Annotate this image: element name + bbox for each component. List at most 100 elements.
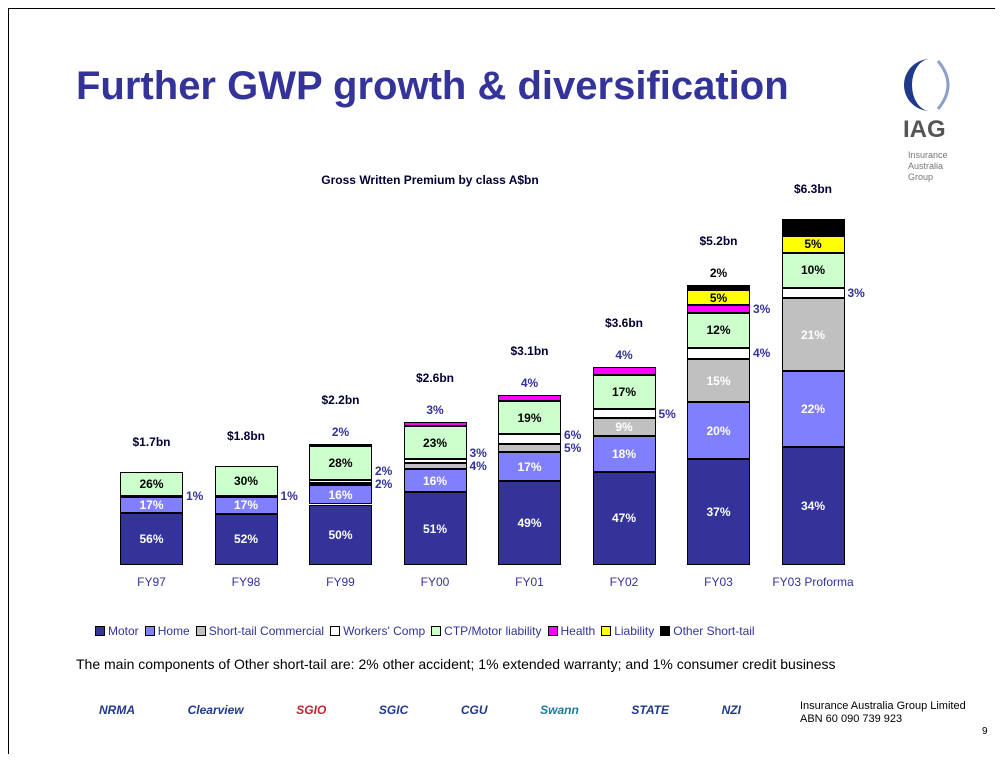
bar-segment	[687, 313, 750, 348]
data-label: 3%	[469, 446, 487, 461]
data-label: 20%	[706, 423, 731, 438]
brand-logo: Clearview	[187, 703, 244, 717]
bar-segment	[687, 359, 750, 402]
data-label: 21%	[800, 327, 826, 342]
total-label: $3.1bn	[510, 343, 549, 358]
bar-segment	[781, 298, 845, 371]
total-label: $2.2bn	[321, 393, 360, 407]
bar-segment	[309, 504, 372, 565]
data-label: 17%	[611, 384, 637, 399]
data-label: 16%	[328, 487, 353, 502]
bar-segment	[214, 513, 278, 565]
legend-label: Short-tail Commercial	[208, 624, 325, 638]
legend-label: Workers' Comp	[343, 624, 426, 638]
total-label: $1.8bn	[226, 429, 266, 443]
frame	[8, 8, 995, 754]
data-label: 9%	[615, 420, 633, 435]
bar-segment	[120, 495, 183, 498]
bar-segment	[120, 471, 183, 496]
legend-item: Short-tail Commercial	[195, 624, 325, 638]
legend-swatch	[95, 626, 105, 636]
logo-mark	[904, 59, 950, 111]
data-label: 3%	[847, 285, 865, 300]
bar-segment	[592, 471, 656, 565]
data-label: 18%	[611, 447, 637, 462]
company-abn: ABN 60 090 739 923	[800, 713, 903, 725]
data-label: 51%	[422, 521, 448, 536]
legend-swatch	[431, 626, 442, 636]
bar-segment	[498, 443, 561, 453]
data-label: 15%	[706, 373, 731, 388]
x-tick-label: FY02	[609, 575, 639, 589]
data-label: 23%	[422, 435, 448, 450]
bar-segment	[781, 287, 845, 299]
legend-item: Home	[144, 624, 190, 638]
bar-segment	[592, 374, 656, 409]
data-label: 3%	[753, 302, 771, 317]
bar-segment	[309, 444, 372, 447]
legend-swatch	[601, 626, 612, 636]
brand-logo: SGIC	[378, 703, 409, 717]
bar-segment	[309, 482, 372, 486]
data-label: 5%	[658, 406, 676, 421]
bar-segment	[498, 401, 561, 434]
data-label: 5%	[804, 237, 822, 252]
bar-segment	[592, 408, 656, 419]
bar-segment	[214, 466, 278, 496]
total-label: $6.3bn	[793, 181, 833, 196]
brand-strip: NRMA Clearview SGIO SGIC CGU Swann STATE NZI	[95, 700, 745, 720]
legend-label: Health	[560, 624, 596, 638]
data-label: 37%	[706, 505, 731, 520]
legend-label: Other Short-tail	[673, 624, 755, 638]
data-label: 12%	[706, 323, 731, 338]
data-label: 52%	[233, 532, 259, 547]
bar-segment	[781, 370, 845, 448]
legend-item: Motor	[95, 624, 139, 638]
legend: Motor Home Short-tail Commercial Workers' C…	[95, 624, 755, 638]
data-label: 4%	[615, 348, 633, 362]
bar-segment	[687, 284, 750, 291]
bar-segment	[403, 492, 467, 565]
data-label: 1%	[280, 489, 298, 504]
bar-segment	[781, 447, 845, 565]
company-name: Insurance Australia Group Limited	[800, 700, 966, 712]
legend-label: Liability	[614, 624, 655, 638]
legend-swatch	[547, 626, 558, 636]
data-label: 4%	[520, 375, 539, 390]
bar-segment	[309, 485, 372, 505]
data-label: 47%	[611, 511, 637, 526]
bar-segment	[687, 459, 750, 565]
footnote: The main components of Other short-tail …	[76, 656, 836, 672]
bar-segment	[403, 459, 467, 464]
x-tick-label: FY99	[326, 575, 355, 589]
bar-segment	[687, 347, 750, 360]
bar-segment	[403, 469, 467, 493]
company-info: Insurance Australia Group Limited ABN 60…	[800, 700, 966, 726]
x-tick-label: FY97	[137, 575, 166, 589]
data-label: 4%	[469, 459, 487, 474]
data-label: 16%	[422, 473, 448, 488]
bar-segment	[781, 253, 845, 288]
bar-segment	[687, 290, 750, 305]
bar-segment	[214, 495, 278, 498]
x-tick-label: FY00	[420, 575, 450, 589]
logo-tagline: Insurance Australia Group	[908, 150, 948, 182]
bar-segment	[498, 433, 561, 444]
bar-segment	[403, 463, 467, 470]
bar-segment	[403, 422, 467, 427]
data-label: 2%	[331, 425, 350, 439]
data-label: 34%	[800, 499, 826, 514]
data-label: 17%	[139, 497, 164, 512]
total-label: $2.6bn	[415, 371, 455, 385]
data-label: 30%	[233, 473, 259, 488]
bar-segment	[309, 480, 372, 483]
x-tick-label: FY01	[515, 575, 544, 589]
data-label: 50%	[328, 527, 353, 542]
bar-segment	[781, 235, 845, 254]
brand-logo: NRMA	[99, 703, 135, 717]
bar-segment	[498, 452, 561, 482]
title: Further GWP growth & diversification	[76, 64, 789, 108]
bar-segment	[403, 426, 467, 460]
